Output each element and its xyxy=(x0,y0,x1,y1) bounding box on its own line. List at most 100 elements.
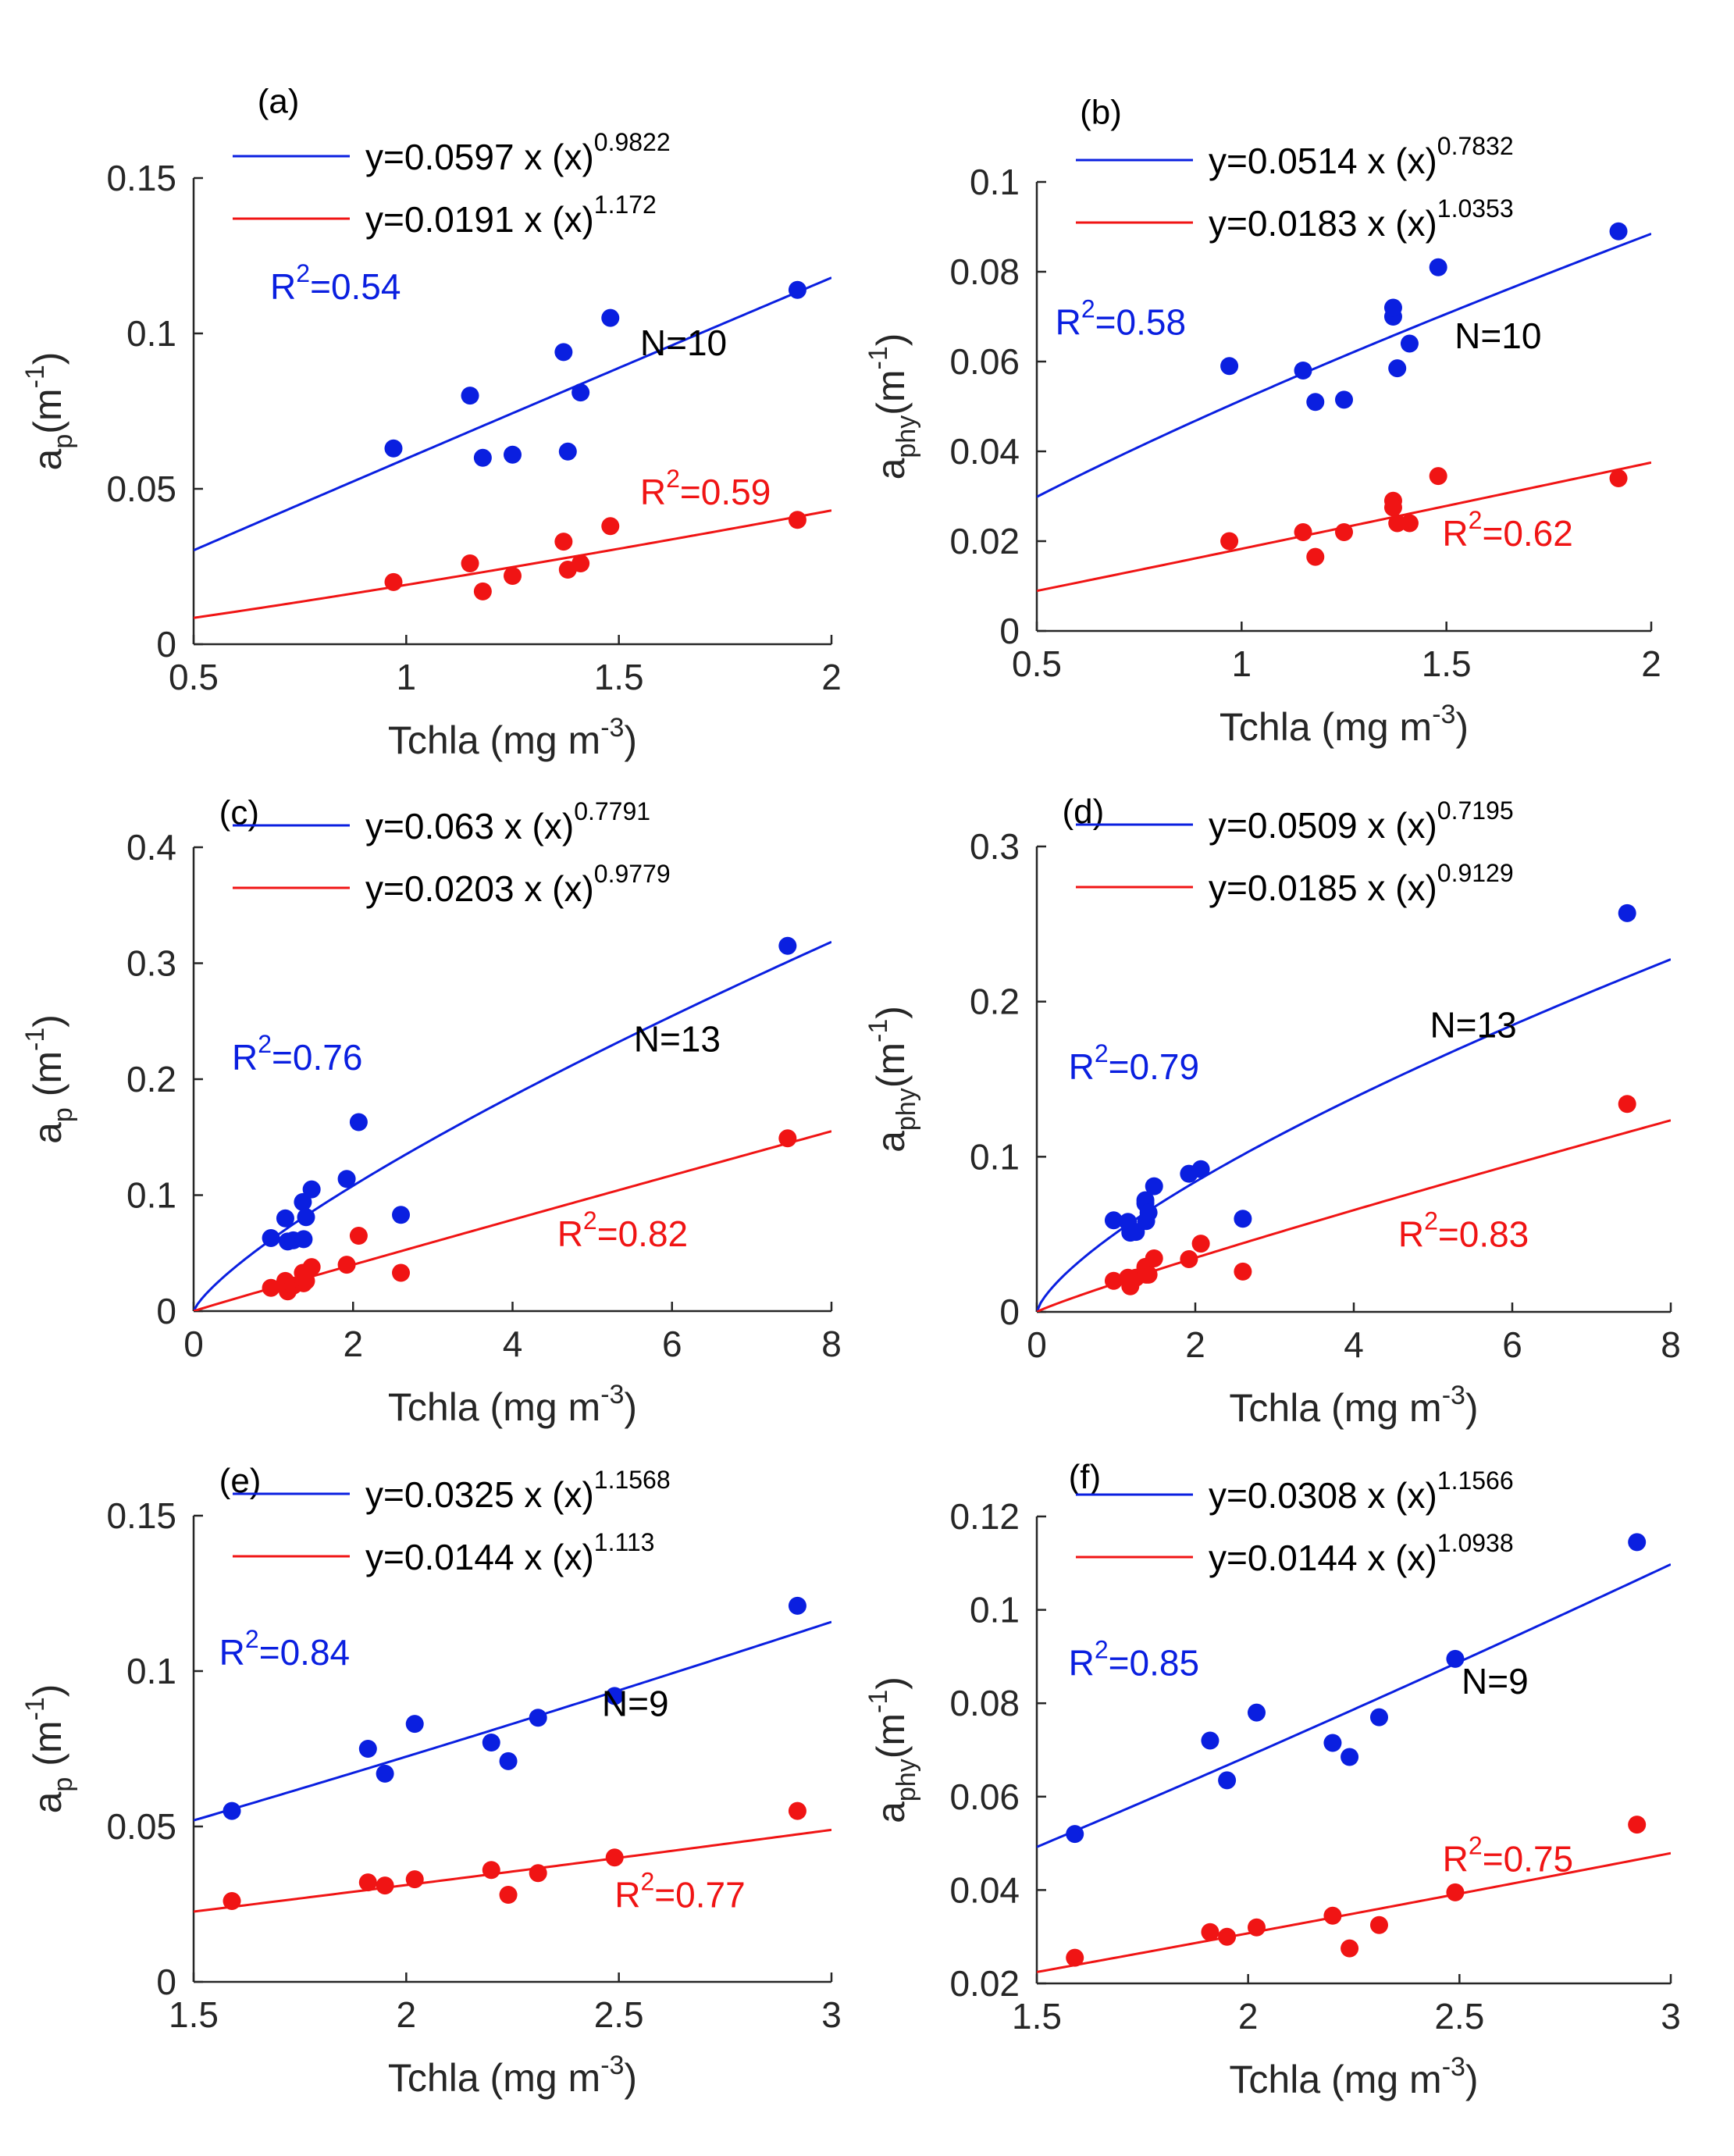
data-point-blue xyxy=(1220,357,1239,376)
data-point-red xyxy=(554,533,573,551)
data-point-red xyxy=(529,1864,547,1883)
r2-label-red: R2=0.62 xyxy=(1442,506,1572,554)
data-point-blue xyxy=(1234,1210,1252,1228)
fit-line-blue xyxy=(194,1620,831,1822)
x-tick-label: 4 xyxy=(503,1324,523,1364)
y-tick-label: 0 xyxy=(156,624,176,665)
data-point-blue xyxy=(1247,1703,1266,1722)
data-point-red xyxy=(1247,1918,1266,1937)
data-point-red xyxy=(384,572,403,591)
data-point-blue xyxy=(571,383,590,402)
data-point-blue xyxy=(558,442,577,461)
data-point-red xyxy=(482,1861,500,1880)
data-point-red xyxy=(1306,547,1325,566)
legend-equation-red: y=0.0144 x (x)1.0938 xyxy=(1209,1529,1514,1578)
y-tick-label: 0 xyxy=(999,1292,1020,1332)
r2-label-blue: R2=0.54 xyxy=(270,259,401,307)
data-point-blue xyxy=(1104,1211,1123,1230)
x-tick-label: 1.5 xyxy=(169,1994,219,2035)
data-point-blue xyxy=(1400,334,1419,353)
legend-equation-blue: y=0.0308 x (x)1.1566 xyxy=(1209,1466,1514,1516)
x-tick-label: 1.5 xyxy=(1012,1996,1062,2037)
data-point-red xyxy=(499,1886,518,1905)
x-axis-label: Tchla (mg m-3) xyxy=(1219,700,1469,749)
data-point-red xyxy=(1294,523,1312,541)
data-point-blue xyxy=(499,1752,518,1770)
y-tick-label: 0.1 xyxy=(126,313,176,354)
x-tick-label: 2 xyxy=(1238,1996,1259,2037)
legend-equation-blue: y=0.063 x (x)0.7791 xyxy=(365,797,650,846)
x-tick-label: 1 xyxy=(1232,643,1252,684)
data-point-red xyxy=(1066,1948,1084,1967)
y-tick-label: 0.1 xyxy=(126,1651,176,1691)
data-point-blue xyxy=(1306,393,1325,412)
data-point-blue xyxy=(392,1206,411,1224)
y-tick-label: 0.02 xyxy=(949,521,1020,561)
legend-equation-red: y=0.0183 x (x)1.0353 xyxy=(1209,194,1514,244)
x-tick-label: 4 xyxy=(1344,1324,1364,1365)
x-axis-label: Tchla (mg m-3) xyxy=(388,1380,637,1429)
data-point-blue xyxy=(297,1208,315,1227)
data-point-red xyxy=(1388,514,1407,533)
x-tick-label: 3 xyxy=(1661,1996,1681,2037)
data-point-blue xyxy=(405,1715,424,1734)
data-point-blue xyxy=(358,1740,377,1758)
data-point-blue xyxy=(276,1209,294,1228)
y-axis-label: aphy(m-1) xyxy=(863,1006,921,1153)
fit-line-blue xyxy=(1037,958,1671,1312)
data-point-red xyxy=(1218,1927,1237,1946)
sample-count-label: N=9 xyxy=(1462,1661,1529,1702)
data-point-red xyxy=(473,582,492,600)
data-point-blue xyxy=(294,1230,313,1249)
data-point-red xyxy=(376,1876,394,1895)
legend-equation-blue: y=0.0509 x (x)0.7195 xyxy=(1209,796,1514,846)
data-point-red xyxy=(1609,469,1628,487)
data-point-red xyxy=(571,554,590,573)
data-point-red xyxy=(1618,1095,1636,1114)
fit-line-blue xyxy=(194,276,831,552)
legend-equation-red: y=0.0191 x (x)1.172 xyxy=(365,191,657,240)
data-point-blue xyxy=(384,439,403,458)
x-tick-label: 0.5 xyxy=(169,657,219,697)
panel-e: 1.5 2 2.5 3 0 0.05 0.1 0.15 Tchla (mg m-3) ap (m-… xyxy=(20,1462,842,2100)
data-point-blue xyxy=(1341,1748,1359,1766)
data-point-red xyxy=(1234,1262,1252,1281)
y-axis-label: aphy(m-1) xyxy=(863,333,921,480)
x-axis-label: Tchla (mg m-3) xyxy=(1229,2052,1478,2101)
y-tick-label: 0.1 xyxy=(970,162,1020,202)
data-point-blue xyxy=(1201,1731,1219,1750)
x-axis-label: Tchla (mg m-3) xyxy=(388,713,637,762)
panel-c: 0 2 4 6 8 0 0.1 0.2 0.3 0.4 Tchla (mg m-3) ap (m-1)… xyxy=(20,793,842,1429)
data-point-blue xyxy=(1618,903,1636,922)
panel-a: 0.5 1 1.5 2 0 0.05 0.1 0.15 Tchla (mg m-3) ap(m-1… xyxy=(20,82,842,762)
y-axis-label: ap(m-1) xyxy=(20,352,78,471)
y-axis-label: ap (m-1) xyxy=(20,1014,78,1144)
fit-line-red xyxy=(194,509,831,619)
data-point-blue xyxy=(1335,390,1353,409)
data-point-blue xyxy=(262,1228,280,1247)
r2-label-blue: R2=0.58 xyxy=(1056,295,1186,343)
data-point-red xyxy=(461,554,479,573)
y-tick-label: 0.08 xyxy=(949,1683,1020,1723)
r2-label-red: R2=0.59 xyxy=(640,465,771,512)
y-tick-label: 0.05 xyxy=(106,469,176,509)
data-point-blue xyxy=(1429,258,1447,276)
y-tick-label: 0 xyxy=(156,1962,176,2002)
data-point-blue xyxy=(1145,1177,1163,1196)
fit-line-blue xyxy=(1037,232,1651,498)
data-point-red xyxy=(297,1271,315,1290)
sample-count-label: N=9 xyxy=(602,1684,669,1724)
data-point-blue xyxy=(482,1734,500,1752)
fit-line-red xyxy=(1037,1851,1671,1973)
panel-label: (b) xyxy=(1080,93,1122,131)
sample-count-label: N=10 xyxy=(1454,315,1541,356)
x-tick-label: 1.5 xyxy=(1422,643,1472,684)
data-point-blue xyxy=(473,448,492,467)
data-point-red xyxy=(1180,1249,1198,1268)
fit-line-blue xyxy=(194,940,831,1311)
data-point-red xyxy=(1335,523,1353,541)
r2-label-red: R2=0.77 xyxy=(614,1867,745,1915)
legend-equation-blue: y=0.0597 x (x)0.9822 xyxy=(365,128,671,177)
y-tick-label: 0.04 xyxy=(949,431,1020,472)
